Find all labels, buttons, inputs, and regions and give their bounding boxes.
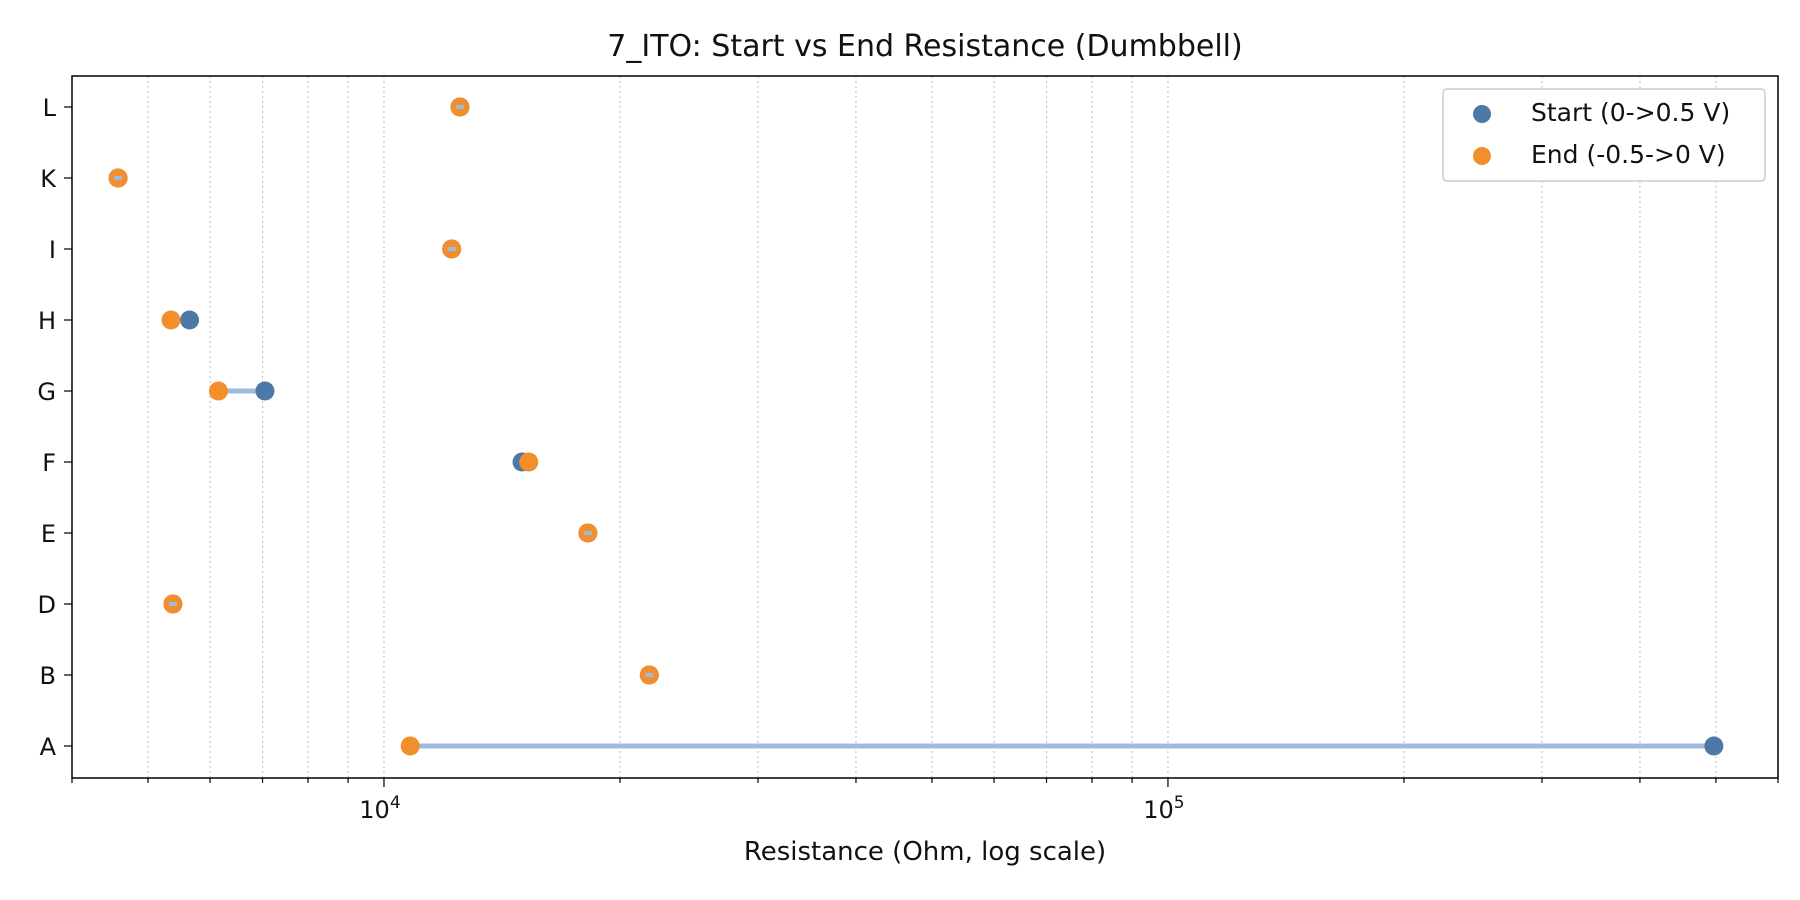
- y-tick-label: I: [49, 236, 56, 264]
- legend-label-start: Start (0->0.5 V): [1531, 98, 1730, 127]
- legend-marker-start: [1473, 105, 1491, 123]
- y-tick-label: H: [38, 307, 56, 335]
- chart-title: 7_ITO: Start vs End Resistance (Dumbbell…: [607, 29, 1242, 64]
- y-axis-ticks: A B D E F G H I K L: [37, 94, 72, 761]
- end-point: [519, 452, 539, 472]
- y-tick-label: A: [40, 733, 57, 761]
- x-axis-ticks: 104 105: [71, 778, 1779, 824]
- grid: [71, 76, 1779, 778]
- legend-label-end: End (-0.5->0 V): [1531, 140, 1726, 169]
- y-tick-label: G: [37, 378, 56, 406]
- end-point: [208, 381, 228, 401]
- connectors: [171, 317, 1714, 749]
- points: [108, 97, 1724, 756]
- start-point: [1704, 736, 1724, 756]
- x-axis-label: Resistance (Ohm, log scale): [744, 837, 1106, 867]
- legend: Start (0->0.5 V) End (-0.5->0 V): [1442, 88, 1766, 182]
- y-tick-label: F: [42, 449, 56, 477]
- end-point: [161, 310, 181, 330]
- y-tick-label: K: [40, 165, 57, 193]
- y-tick-label: D: [38, 591, 56, 619]
- y-tick-label: L: [43, 94, 57, 122]
- y-tick-label: B: [40, 662, 56, 690]
- x-tick-label: 104: [359, 793, 400, 824]
- y-tick-label: E: [41, 520, 56, 548]
- plot-area-frame: [71, 75, 1779, 779]
- start-point: [180, 310, 200, 330]
- legend-marker-end: [1473, 147, 1491, 165]
- end-point: [400, 736, 420, 756]
- x-tick-label: 105: [1143, 793, 1184, 824]
- start-point: [255, 381, 275, 401]
- legend-box: [1442, 88, 1766, 182]
